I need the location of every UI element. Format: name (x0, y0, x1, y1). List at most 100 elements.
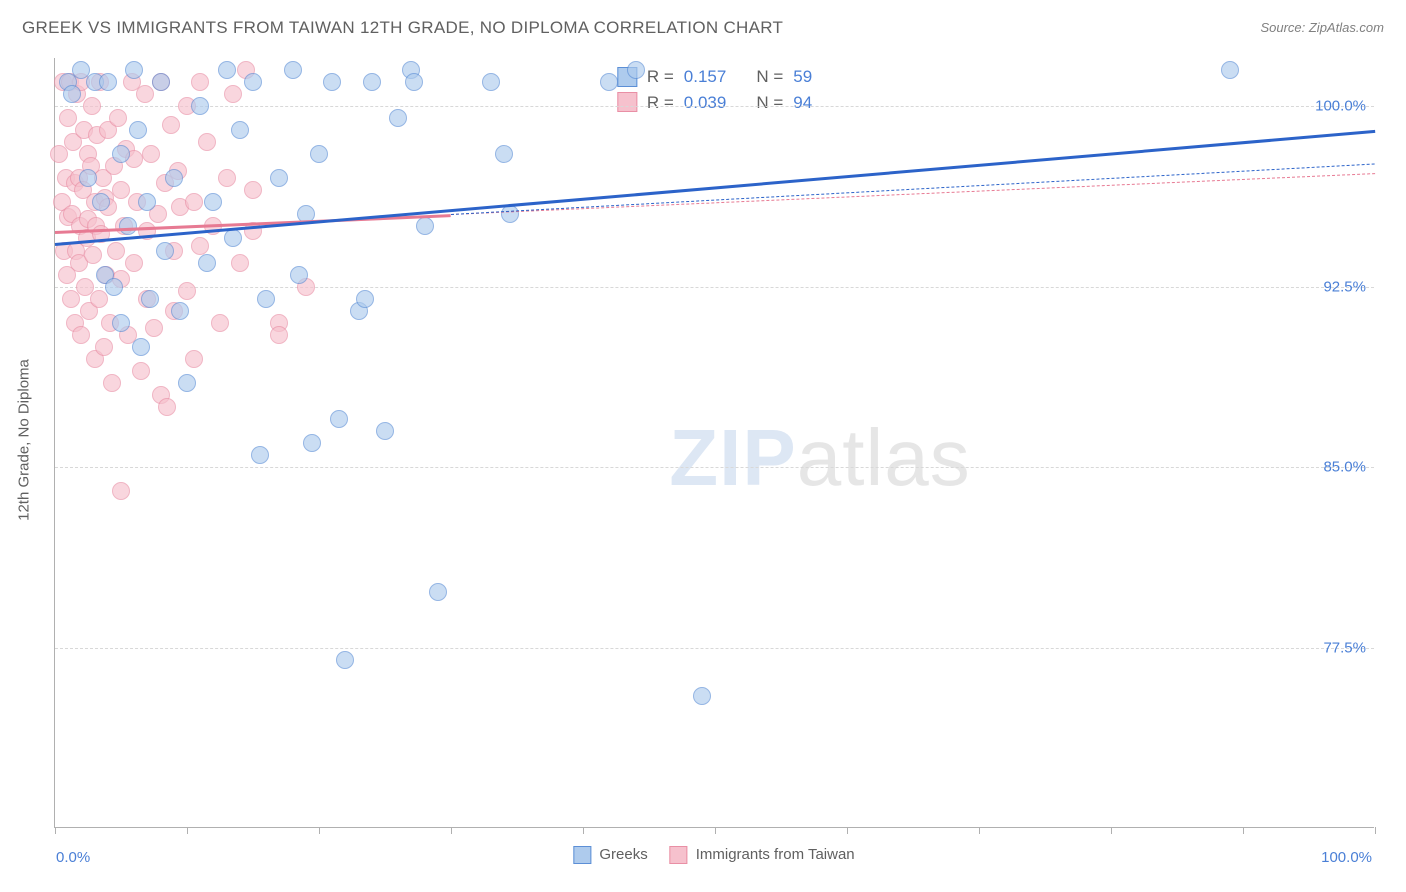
scatter-dot-greeks (1221, 61, 1239, 79)
stats-row: R =0.157N =59 (617, 64, 812, 90)
scatter-dot-greeks (152, 73, 170, 91)
scatter-dot-greeks (79, 169, 97, 187)
gridline (55, 287, 1374, 288)
scatter-dot-taiwan (185, 350, 203, 368)
scatter-dot-taiwan (95, 338, 113, 356)
scatter-dot-greeks (310, 145, 328, 163)
scatter-dot-taiwan (270, 326, 288, 344)
scatter-dot-taiwan (112, 181, 130, 199)
scatter-dot-greeks (224, 229, 242, 247)
x-tick (583, 827, 584, 834)
scatter-dot-greeks (191, 97, 209, 115)
scatter-dot-greeks (218, 61, 236, 79)
scatter-dot-greeks (693, 687, 711, 705)
scatter-dot-taiwan (112, 482, 130, 500)
scatter-dot-greeks (165, 169, 183, 187)
watermark-part2: atlas (797, 413, 971, 502)
scatter-dot-taiwan (84, 246, 102, 264)
scatter-dot-greeks (290, 266, 308, 284)
source-attribution: Source: ZipAtlas.com (1260, 20, 1384, 35)
scatter-dot-greeks (336, 651, 354, 669)
scatter-dot-taiwan (90, 290, 108, 308)
scatter-dot-greeks (129, 121, 147, 139)
y-tick-label: 85.0% (1323, 459, 1366, 476)
watermark: ZIPatlas (669, 412, 970, 504)
scatter-dot-taiwan (83, 97, 101, 115)
y-tick-label: 77.5% (1323, 639, 1366, 656)
scatter-dot-greeks (303, 434, 321, 452)
x-tick (1111, 827, 1112, 834)
bottom-legend: Greeks Immigrants from Taiwan (573, 846, 854, 864)
scatter-dot-greeks (356, 290, 374, 308)
gridline (55, 106, 1374, 107)
stats-r-value: 0.157 (684, 64, 727, 90)
scatter-dot-greeks (112, 145, 130, 163)
x-tick (319, 827, 320, 834)
stats-swatch (617, 92, 637, 112)
gridline (55, 467, 1374, 468)
x-axis-max-label: 100.0% (1321, 849, 1372, 866)
x-axis-min-label: 0.0% (56, 849, 90, 866)
scatter-dot-taiwan (50, 145, 68, 163)
scatter-dot-greeks (251, 446, 269, 464)
scatter-dot-taiwan (107, 242, 125, 260)
x-tick (979, 827, 980, 834)
scatter-dot-taiwan (109, 109, 127, 127)
stats-n-value: 94 (793, 90, 812, 116)
legend-label-taiwan: Immigrants from Taiwan (696, 846, 855, 863)
scatter-dot-greeks (92, 193, 110, 211)
x-tick (187, 827, 188, 834)
scatter-dot-taiwan (191, 73, 209, 91)
x-tick (55, 827, 56, 834)
scatter-dot-greeks (405, 73, 423, 91)
scatter-dot-taiwan (158, 398, 176, 416)
stats-n-label: N = (756, 90, 783, 116)
scatter-dot-greeks (156, 242, 174, 260)
stats-r-label: R = (647, 64, 674, 90)
scatter-dot-greeks (231, 121, 249, 139)
scatter-dot-taiwan (198, 133, 216, 151)
scatter-dot-greeks (416, 217, 434, 235)
scatter-dot-greeks (482, 73, 500, 91)
scatter-dot-taiwan (178, 282, 196, 300)
legend-item-greeks: Greeks (573, 846, 647, 864)
scatter-dot-greeks (330, 410, 348, 428)
scatter-dot-taiwan (72, 326, 90, 344)
scatter-dot-greeks (198, 254, 216, 272)
scatter-dot-greeks (105, 278, 123, 296)
scatter-dot-taiwan (224, 85, 242, 103)
scatter-dot-taiwan (218, 169, 236, 187)
scatter-dot-greeks (323, 73, 341, 91)
scatter-dot-taiwan (244, 181, 262, 199)
scatter-dot-greeks (389, 109, 407, 127)
scatter-dot-greeks (429, 583, 447, 601)
scatter-dot-greeks (63, 85, 81, 103)
scatter-dot-greeks (99, 73, 117, 91)
trendline-taiwan-ext (451, 174, 1375, 216)
x-tick (451, 827, 452, 834)
scatter-dot-greeks (138, 193, 156, 211)
y-tick-label: 100.0% (1315, 98, 1366, 115)
scatter-dot-greeks (627, 61, 645, 79)
stats-r-label: R = (647, 90, 674, 116)
y-tick-label: 92.5% (1323, 278, 1366, 295)
scatter-dot-taiwan (185, 193, 203, 211)
y-axis-label: 12th Grade, No Diploma (16, 359, 33, 521)
scatter-dot-greeks (376, 422, 394, 440)
scatter-dot-greeks (244, 73, 262, 91)
x-tick (847, 827, 848, 834)
scatter-dot-taiwan (211, 314, 229, 332)
scatter-dot-taiwan (136, 85, 154, 103)
scatter-dot-taiwan (162, 116, 180, 134)
source-name: ZipAtlas.com (1309, 20, 1384, 35)
scatter-dot-taiwan (145, 319, 163, 337)
gridline (55, 648, 1374, 649)
stats-r-value: 0.039 (684, 90, 727, 116)
stats-row: R = 0.039 N = 94 (617, 90, 812, 116)
scatter-dot-greeks (141, 290, 159, 308)
scatter-dot-greeks (178, 374, 196, 392)
scatter-dot-greeks (270, 169, 288, 187)
source-prefix: Source: (1260, 20, 1308, 35)
legend-item-taiwan: Immigrants from Taiwan (670, 846, 855, 864)
x-tick (715, 827, 716, 834)
